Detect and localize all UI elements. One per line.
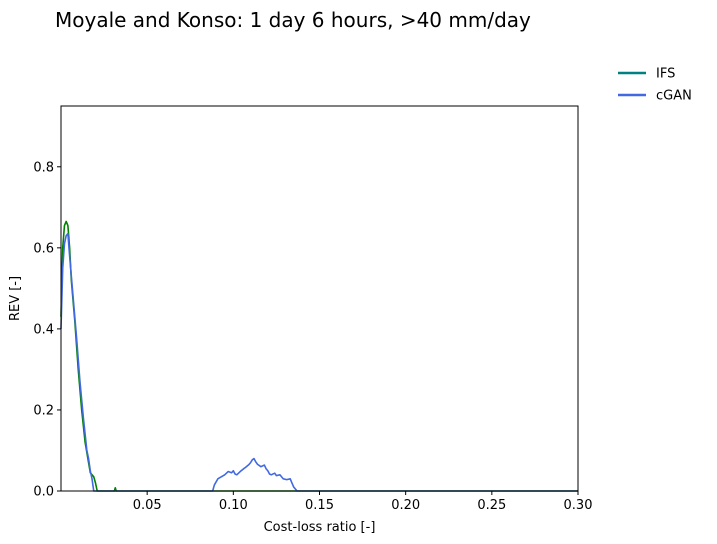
y-axis-label: REV [-] bbox=[8, 276, 23, 321]
y-tick-label: 0.2 bbox=[33, 403, 54, 418]
legend-item-cgan: cGAN bbox=[618, 89, 692, 104]
plot-frame bbox=[60, 105, 579, 492]
x-tick-label: 0.10 bbox=[219, 498, 248, 513]
x-tick-label: 0.20 bbox=[391, 498, 420, 513]
legend-label: cGAN bbox=[656, 89, 692, 104]
ticks-layer: 0.05 0.10 0.15 0.20 0.25 0.30 0.0 0.2 0.4 0.6 0.8 bbox=[33, 160, 592, 513]
x-axis-label: Cost-loss ratio [-] bbox=[264, 520, 376, 535]
y-tick-label: 0.0 bbox=[33, 485, 54, 500]
y-tick-label: 0.4 bbox=[33, 322, 54, 337]
series-line-cgan bbox=[60, 232, 578, 492]
legend: IFS cGAN bbox=[618, 67, 692, 104]
x-tick-label: 0.05 bbox=[133, 498, 162, 513]
x-tick-label: 0.15 bbox=[305, 498, 334, 513]
y-tick-label: 0.8 bbox=[33, 160, 54, 175]
legend-label: IFS bbox=[656, 67, 675, 82]
legend-item-ifs: IFS bbox=[618, 67, 675, 82]
series-line-ifs bbox=[60, 220, 578, 492]
chart-title: Moyale and Konso: 1 day 6 hours, >40 mm/… bbox=[55, 8, 531, 32]
y-tick-label: 0.6 bbox=[33, 241, 54, 256]
x-tick-label: 0.25 bbox=[477, 498, 506, 513]
x-tick-label: 0.30 bbox=[564, 498, 593, 513]
series-layer bbox=[60, 220, 578, 492]
